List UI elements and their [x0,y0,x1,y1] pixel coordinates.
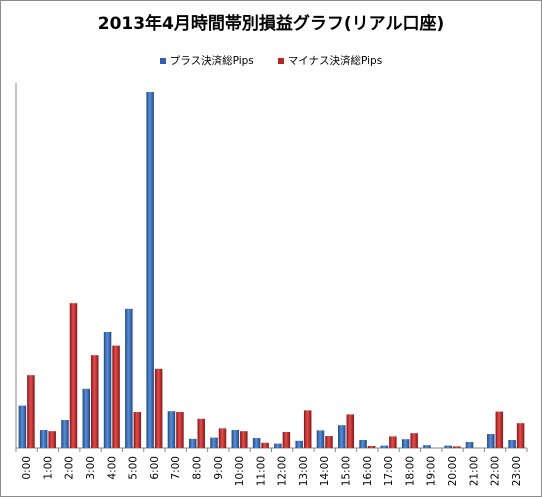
bar-minus [133,412,142,448]
bar-minus [176,412,184,448]
bar-plus [252,438,261,448]
legend: プラス決済総Pips マイナス決済総Pips [0,53,542,68]
legend-label-plus: プラス決済総Pips [169,55,254,67]
bar-minus [282,432,291,448]
bar-plus [103,332,112,448]
bar-plus [465,442,474,448]
bar-plus [316,430,325,448]
x-tick-label: 19:00 [426,456,438,486]
x-tick-label: 0:00 [21,456,33,480]
bar-plus [210,437,218,448]
x-tick-label: 11:00 [255,456,267,486]
bar-plus [444,445,452,448]
bar-plus [18,405,27,448]
bar-minus [240,431,248,448]
x-tick-label: 23:00 [511,456,523,486]
x-tick-label: 18:00 [404,456,416,486]
bar-plus [487,434,495,448]
bar-minus [516,423,525,448]
x-tick-label: 5:00 [128,456,140,480]
bar-plus [82,388,91,448]
x-tick-label: 21:00 [468,456,480,486]
bar-minus [218,428,227,448]
legend-swatch-minus [277,57,284,64]
bar-minus [346,414,355,448]
bar-minus [91,355,99,448]
bar-minus [48,431,56,448]
x-tick-label: 3:00 [85,456,97,480]
bar-minus [261,442,269,448]
bar-plus [359,440,367,448]
bar-minus [389,436,397,448]
x-tick-label: 17:00 [383,456,395,486]
bar-plus [508,440,516,448]
x-tick-label: 10:00 [234,456,246,486]
bar-plus [167,411,176,448]
x-tick-label: 20:00 [447,456,459,486]
bar-minus [303,410,312,448]
bar-plus [146,92,154,448]
x-tick-label: 6:00 [149,456,161,480]
x-tick-label: 13:00 [298,456,310,486]
legend-item-plus: プラス決済総Pips [159,53,254,68]
bar-plus [295,440,303,448]
bar-plus [125,308,133,448]
x-tick-label: 12:00 [277,456,289,486]
bar-minus [410,433,418,448]
x-tick-label: 14:00 [319,456,331,486]
bar-plus [231,430,240,448]
bar-plus [401,439,410,448]
bar-minus [69,303,78,448]
bar-plus [188,438,197,448]
x-tick-label: 15:00 [341,456,353,486]
bar-plus [39,430,48,448]
bar-plus [423,445,431,448]
x-tick-label: 22:00 [490,456,502,486]
legend-label-minus: マイナス決済総Pips [287,55,383,67]
bar-plus [61,420,69,448]
bar-minus [154,368,163,448]
bar-plus [274,443,282,448]
legend-item-minus: マイナス決済総Pips [277,53,383,68]
bar-minus [367,446,376,448]
bar-minus [112,345,120,448]
bar-minus [197,418,205,448]
bar-minus [27,375,35,448]
x-tick-label: 7:00 [170,456,182,480]
bar-minus [452,446,461,448]
x-tick-label: 16:00 [362,456,374,486]
x-tick-label: 1:00 [42,456,54,480]
x-tick-label: 8:00 [191,456,203,480]
legend-swatch-plus [159,57,166,64]
chart-title: 2013年4月時間帯別損益グラフ(リアル口座) [97,14,445,34]
bar-plus [338,425,346,448]
bar-minus [325,436,333,448]
x-tick-label: 4:00 [106,456,118,480]
x-tick-label: 9:00 [213,456,225,480]
bar-minus [495,411,504,448]
x-tick-label: 2:00 [64,456,76,480]
bar-plus [380,445,389,448]
